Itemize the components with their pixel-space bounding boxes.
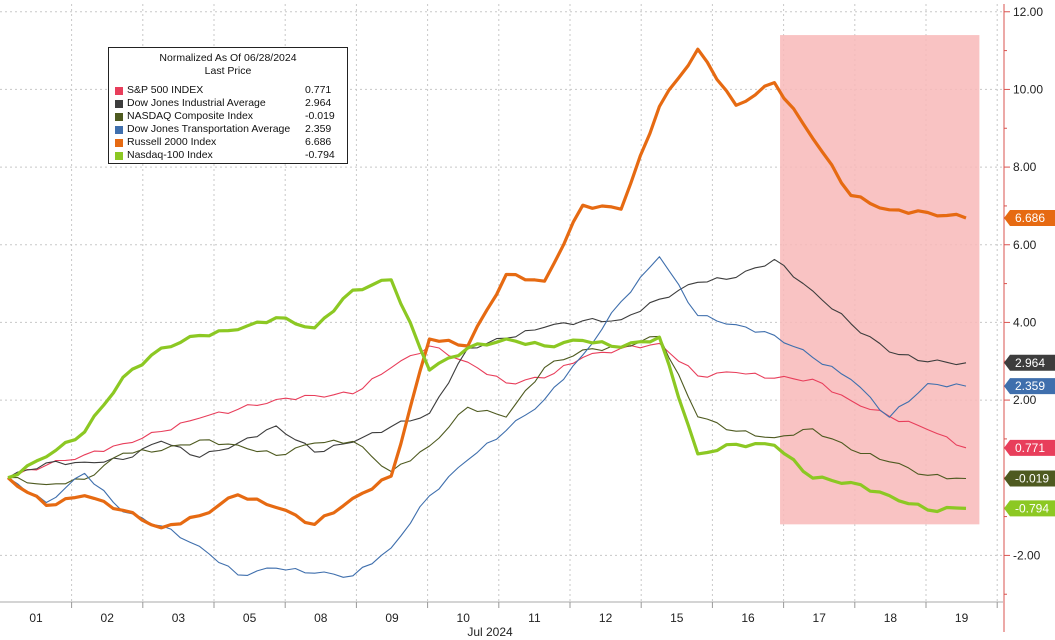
legend-series-value: -0.794	[305, 149, 335, 161]
series-line-3	[7, 256, 967, 578]
legend-series-name: S&P 500 INDEX	[127, 84, 204, 96]
legend-series-value: 6.686	[305, 136, 332, 148]
x-tick-label: 12	[599, 611, 613, 625]
x-tick-label: 08	[314, 611, 328, 625]
x-tick-label: 17	[813, 611, 827, 625]
legend-swatch	[115, 126, 123, 134]
x-tick-label: 05	[243, 611, 257, 625]
legend-row: Dow Jones Transportation Average 2.359	[115, 123, 341, 136]
x-axis: 01 02 03 05 08 09 10 11 12 15 16 17 18 19	[29, 602, 998, 625]
end-value-text: 2.964	[1015, 356, 1045, 370]
y-tick-label: 8.00	[1013, 160, 1037, 174]
end-value-badge	[1004, 378, 1055, 395]
x-tick-label: 19	[955, 611, 969, 625]
x-tick-label: 03	[172, 611, 186, 625]
end-value-label-0: 0.771	[1004, 439, 1055, 456]
legend-series-value: 0.771	[305, 84, 332, 96]
highlight-region	[780, 35, 980, 525]
legend-row: S&P 500 INDEX 0.771	[115, 84, 341, 97]
x-tick-label: 16	[741, 611, 755, 625]
end-value-badge	[1004, 209, 1055, 226]
y-tick-label: 4.00	[1013, 315, 1037, 329]
end-value-label-4: 6.686	[1004, 209, 1055, 226]
end-value-text: 0.771	[1015, 441, 1045, 455]
y-tick-label: -2.00	[1013, 548, 1041, 562]
x-tick-label: 15	[670, 611, 684, 625]
series-line-2	[7, 335, 967, 486]
series-line-4	[6, 47, 967, 530]
y-tick-label: 2.00	[1013, 393, 1037, 407]
y-axis: -2.00 2.00 4.00 6.00 8.00 10.00 12.00 0.771 2.96…	[1003, 4, 1055, 632]
end-value-badge	[1004, 354, 1055, 371]
series-lines	[6, 47, 967, 578]
x-tick-label: 09	[385, 611, 399, 625]
end-value-label-1: 2.964	[1004, 354, 1055, 371]
x-axis-label: Jul 2024	[467, 625, 513, 639]
legend-row: Dow Jones Industrial Average 2.964	[115, 97, 341, 110]
end-value-badge	[1004, 500, 1055, 517]
x-tick-label: 01	[29, 611, 43, 625]
legend-title: Normalized As Of 06/28/2024	[159, 52, 297, 64]
end-value-text: -0.019	[1015, 472, 1049, 486]
legend-series-name: NASDAQ Composite Index	[127, 110, 254, 122]
end-value-text: -0.794	[1015, 501, 1049, 515]
end-value-label-3: 2.359	[1004, 378, 1055, 395]
legend-row: NASDAQ Composite Index -0.019	[115, 110, 341, 123]
legend-swatch	[115, 152, 123, 160]
end-value-badge	[1004, 439, 1055, 456]
end-value-label-5: -0.794	[1004, 500, 1055, 517]
legend-row: Nasdaq-100 Index -0.794	[115, 149, 341, 162]
x-tick-label: 02	[101, 611, 115, 625]
y-tick-label: 6.00	[1013, 238, 1037, 252]
legend-series-value: 2.359	[305, 123, 332, 135]
x-tick-label: 11	[528, 611, 541, 625]
end-value-text: 2.359	[1015, 379, 1045, 393]
legend-subtitle: Last Price	[204, 64, 252, 77]
legend-series-value: 2.964	[305, 97, 332, 109]
legend-swatch	[115, 87, 123, 95]
legend-series-name: Russell 2000 Index	[127, 136, 217, 148]
legend-series-value: -0.019	[305, 110, 335, 122]
legend-series-name: Dow Jones Industrial Average	[127, 97, 266, 109]
end-value-badge	[1004, 470, 1055, 487]
series-line-0	[7, 342, 967, 479]
legend-swatch	[115, 113, 123, 121]
legend-row: Russell 2000 Index 6.686	[115, 136, 341, 149]
end-value-label-2: -0.019	[1004, 470, 1055, 487]
series-line-5	[7, 278, 967, 514]
legend-series-name: Dow Jones Transportation Average	[127, 123, 291, 135]
legend-swatch	[115, 139, 123, 147]
x-tick-label: 18	[884, 611, 898, 625]
y-tick-label: 12.00	[1013, 5, 1043, 19]
x-tick-label: 10	[457, 611, 471, 625]
end-value-text: 6.686	[1015, 211, 1045, 225]
legend-swatch	[115, 100, 123, 108]
legend-series-name: Nasdaq-100 Index	[127, 149, 213, 161]
legend: Normalized As Of 06/28/2024 Last Price S…	[108, 47, 348, 164]
y-tick-label: 10.00	[1013, 82, 1043, 96]
